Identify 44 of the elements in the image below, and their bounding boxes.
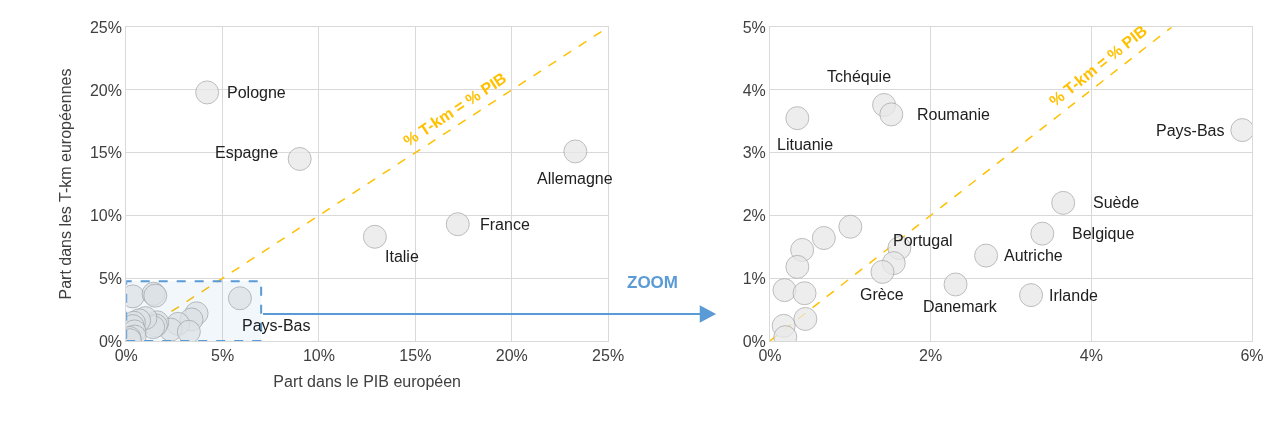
annotation: Autriche xyxy=(1004,247,1063,264)
annotation: Belgique xyxy=(1072,225,1135,242)
annotation: % T-km = % PIB xyxy=(1045,21,1151,110)
y-tick-label: 0% xyxy=(98,332,122,350)
y-axis-title: Part dans les T-km européennes xyxy=(56,68,74,300)
annotation: Suède xyxy=(1093,194,1140,211)
text: ZOOM xyxy=(627,273,678,292)
x-tick-label: 0% xyxy=(114,347,138,365)
x-tick-label: 2% xyxy=(919,347,943,365)
annotation: Roumanie xyxy=(917,106,991,123)
x-axis-title: Part dans le PIB européen xyxy=(273,372,462,390)
annotation: Espagne xyxy=(215,144,279,161)
annotation: Italie xyxy=(385,248,419,265)
x-tick-label: 25% xyxy=(592,347,625,365)
y-tick-label: 1% xyxy=(742,269,766,287)
annotation: % T-km = % PIB xyxy=(400,69,510,150)
annotation: Grèce xyxy=(860,286,904,303)
y-tick-label: 4% xyxy=(742,81,766,99)
x-tick-label: 5% xyxy=(211,347,235,365)
y-tick-label: 0% xyxy=(742,332,766,350)
y-tick-label: 5% xyxy=(742,18,766,36)
annotation: Tchéquie xyxy=(827,68,892,85)
y-tick-label: 15% xyxy=(89,144,122,162)
y-tick-label: 10% xyxy=(89,207,122,225)
y-tick-label: 2% xyxy=(742,207,766,225)
x-tick-label: 0% xyxy=(758,347,782,365)
x-tick-label: 4% xyxy=(1079,347,1103,365)
annotation: Lituanie xyxy=(777,136,834,153)
x-tick-label: 15% xyxy=(399,347,432,365)
annotation: Pays-Bas xyxy=(1156,122,1225,139)
y-tick-label: 25% xyxy=(89,18,122,36)
y-tick-label: 20% xyxy=(89,81,122,99)
annotation: Pologne xyxy=(227,84,286,101)
y-tick-label: 5% xyxy=(98,269,122,287)
x-tick-label: 20% xyxy=(495,347,528,365)
annotation: Danemark xyxy=(923,298,998,315)
annotation: Allemagne xyxy=(537,170,613,187)
annotation: Irlande xyxy=(1049,287,1099,304)
annotation: Pays-Bas xyxy=(242,317,311,334)
annotation: France xyxy=(480,216,530,233)
x-tick-label: 10% xyxy=(302,347,335,365)
annotation: Portugal xyxy=(893,232,953,249)
x-tick-label: 6% xyxy=(1240,347,1264,365)
y-tick-label: 3% xyxy=(742,144,766,162)
